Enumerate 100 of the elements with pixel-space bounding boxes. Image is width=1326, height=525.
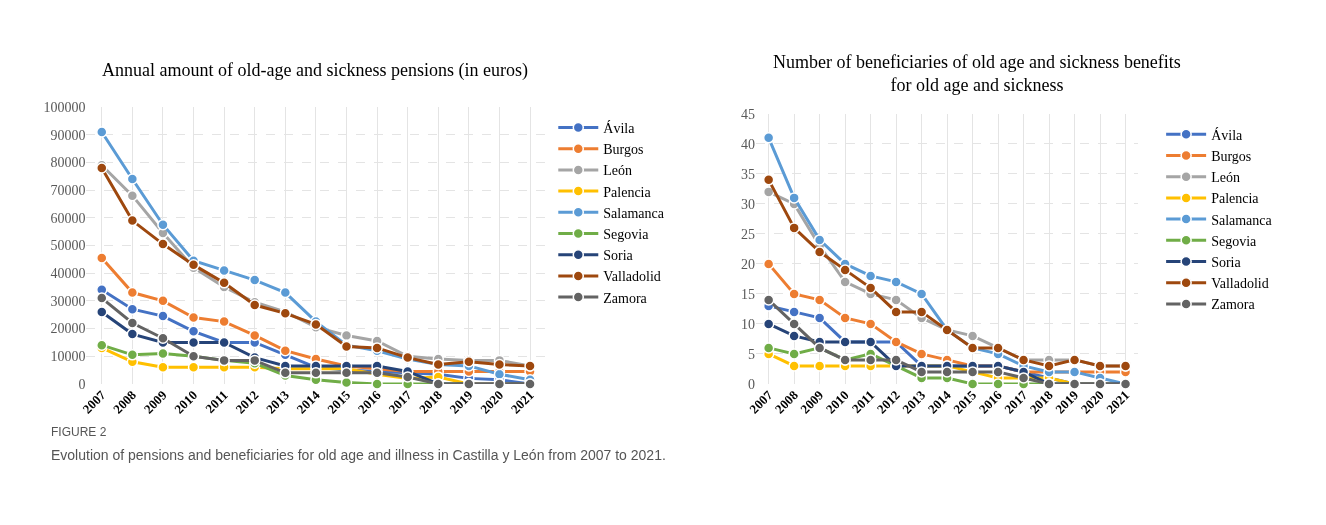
point xyxy=(96,292,108,304)
point xyxy=(966,330,979,342)
point xyxy=(992,378,1004,390)
point xyxy=(915,366,928,378)
y-tick-label: 5 xyxy=(747,346,755,362)
point xyxy=(248,274,261,286)
point xyxy=(941,366,953,378)
point xyxy=(788,318,800,330)
legend-label: Soria xyxy=(1211,254,1242,270)
point xyxy=(839,312,851,324)
point xyxy=(839,264,851,276)
point xyxy=(157,218,169,231)
legend-label: Zamora xyxy=(1211,297,1256,313)
point xyxy=(310,367,322,379)
y-tick-label: 10 xyxy=(740,316,755,332)
y-tick-label: 30000 xyxy=(50,293,86,309)
point xyxy=(915,306,928,318)
legend-label: Valladolid xyxy=(1211,276,1269,292)
point xyxy=(126,317,139,329)
y-tick-label: 50000 xyxy=(50,238,86,254)
legend-label: Soria xyxy=(603,248,634,264)
legend-label: Burgos xyxy=(603,142,644,158)
point xyxy=(788,330,800,342)
point xyxy=(157,332,169,344)
point xyxy=(279,344,292,357)
y-tick-label: 45 xyxy=(740,106,755,122)
y-tick-label: 90000 xyxy=(50,127,86,143)
point xyxy=(96,252,108,264)
point xyxy=(279,286,292,299)
point xyxy=(890,306,902,318)
y-tick-label: 30 xyxy=(740,196,755,212)
point xyxy=(126,349,139,361)
legend-label: Palencia xyxy=(603,184,652,200)
point xyxy=(890,294,902,306)
chart-title: Annual amount of old-age and sickness pensions (in euros) xyxy=(102,60,528,81)
y-tick-label: 40000 xyxy=(50,266,86,282)
point xyxy=(187,325,200,338)
point xyxy=(187,336,200,349)
y-tick-label: 100000 xyxy=(43,99,86,115)
text: Evolution of pensions and beneficiaries for old age and illness in Castilla y León from 2007 to 2021. xyxy=(51,447,666,463)
point xyxy=(813,360,826,372)
chart-title: Number of beneficiaries of old age and sickness benefits for old age and sickness xyxy=(773,52,1181,96)
point xyxy=(218,277,230,289)
point xyxy=(493,358,506,371)
legend-label: Ávila xyxy=(603,119,636,136)
legend-label: Burgos xyxy=(1211,148,1252,164)
point xyxy=(762,258,775,270)
point xyxy=(157,295,169,307)
point xyxy=(157,238,169,250)
y-tick-label: 40 xyxy=(740,136,755,152)
point xyxy=(992,366,1004,378)
point xyxy=(126,328,139,340)
point xyxy=(187,361,200,374)
legend-label: Segovia xyxy=(603,226,650,242)
y-tick-label: 15 xyxy=(740,286,755,302)
point xyxy=(788,288,800,300)
point xyxy=(813,234,826,246)
point xyxy=(864,282,877,294)
y-tick-label: 35 xyxy=(740,166,755,182)
y-tick-label: 0 xyxy=(747,376,755,392)
point xyxy=(788,222,800,234)
point xyxy=(864,354,877,366)
point xyxy=(788,360,800,372)
y-tick-label: 0 xyxy=(78,376,86,392)
legend-label: León xyxy=(1211,170,1240,186)
point xyxy=(218,264,230,277)
point xyxy=(788,348,800,360)
point xyxy=(96,306,108,318)
point xyxy=(371,378,383,390)
point xyxy=(915,288,928,300)
legend-label: Palencia xyxy=(1211,191,1260,207)
point xyxy=(813,246,826,258)
point xyxy=(157,361,169,374)
y-tick-label: 80000 xyxy=(50,155,86,171)
legend-label: León xyxy=(603,163,633,179)
y-tick-label: 25 xyxy=(740,226,755,242)
point xyxy=(187,311,200,324)
point xyxy=(1043,360,1055,372)
point xyxy=(890,354,902,366)
legend-label: Segovia xyxy=(1211,233,1258,249)
point xyxy=(96,126,108,138)
caption: FIGURE 2 xyxy=(51,425,107,439)
point xyxy=(864,318,877,330)
point xyxy=(915,348,928,360)
point xyxy=(966,378,979,390)
point xyxy=(126,303,139,315)
y-tick-label: 60000 xyxy=(50,210,86,226)
point xyxy=(890,276,902,288)
legend-label: Ávila xyxy=(1211,126,1244,143)
y-tick-label: 70000 xyxy=(50,183,86,199)
point xyxy=(218,315,230,328)
y-tick-label: 20 xyxy=(740,256,755,272)
legend-label: Zamora xyxy=(603,290,648,306)
point xyxy=(248,329,261,342)
legend-label: Salamanca xyxy=(603,205,665,221)
legend-label: Salamanca xyxy=(1211,212,1273,228)
point xyxy=(788,192,800,204)
point xyxy=(762,318,775,330)
point xyxy=(813,294,826,306)
point xyxy=(813,312,826,324)
